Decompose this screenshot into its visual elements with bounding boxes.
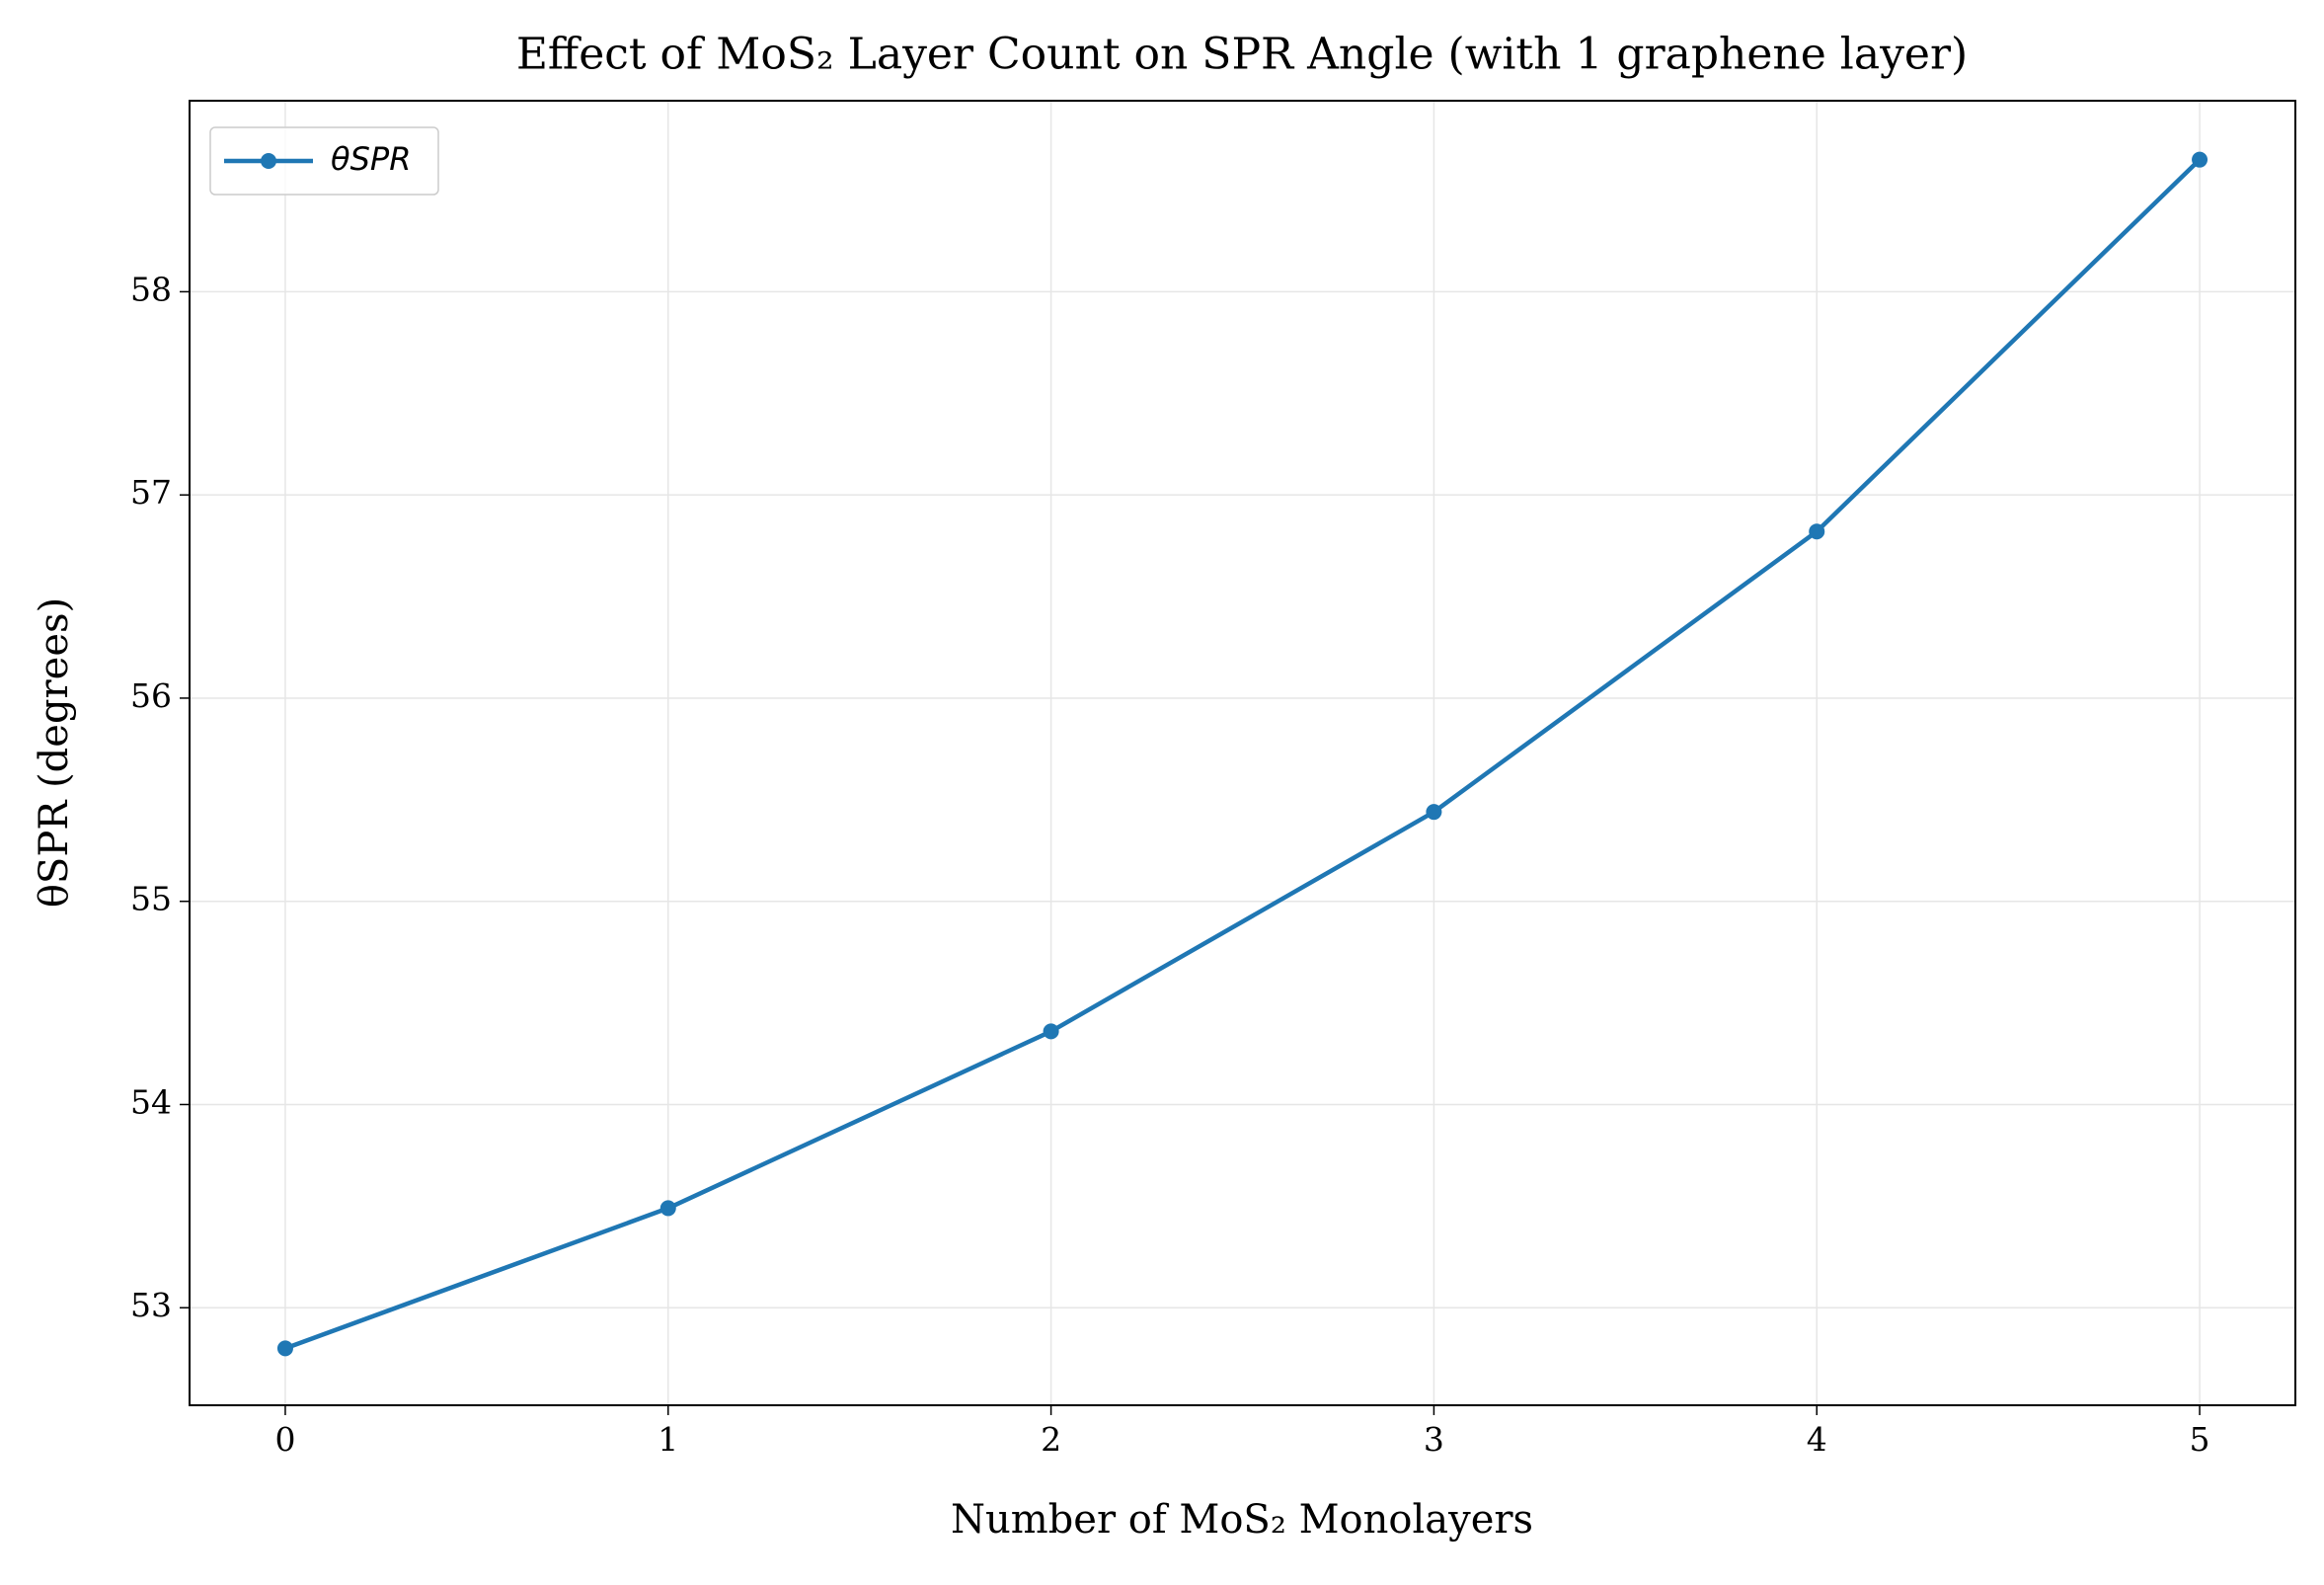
legend-box [209,126,439,196]
y-tick-label: 56 [130,676,172,715]
data-point [1426,804,1442,821]
y-tick-label: 58 [130,270,172,308]
data-point [1043,1023,1059,1040]
x-tick-label: 2 [1041,1420,1061,1459]
y-axis-label: θSPR (degrees) [32,597,77,908]
x-tick-label: 0 [274,1420,295,1459]
y-tick-label: 55 [130,880,172,918]
x-tick-label: 5 [2190,1420,2210,1459]
x-tick-label: 1 [658,1420,678,1459]
legend-label: θSPR [331,140,411,178]
data-point [1809,523,1825,540]
y-tick-label: 57 [130,473,172,512]
plot-frame [189,100,2296,1406]
legend-marker [261,153,276,169]
data-point [2192,151,2208,168]
data-line [284,158,2202,1351]
x-axis-label: Number of MoS₂ Monolayers [951,1497,1533,1543]
x-tick-label: 4 [1807,1420,1827,1459]
legend: θSPR [209,126,439,196]
x-tick-label: 3 [1424,1420,1444,1459]
chart-title: Effect of MoS₂ Layer Count on SPR Angle … [516,30,1968,80]
y-tick-label: 54 [130,1082,172,1121]
y-tick-label: 53 [130,1286,172,1324]
data-point [659,1200,676,1217]
data-point [276,1340,293,1357]
